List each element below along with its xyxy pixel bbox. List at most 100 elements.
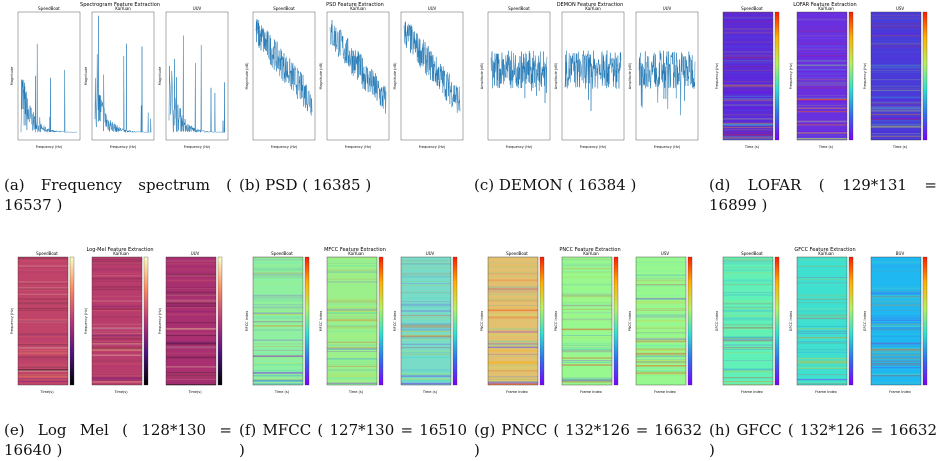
heatmap-stripe — [18, 303, 68, 304]
y-axis-label: Frequency (Hz) — [84, 307, 88, 334]
heatmap-stripe — [92, 327, 142, 329]
heatmap-stripe — [488, 350, 538, 352]
heatmap-stripe — [18, 288, 68, 290]
axes-frame — [487, 256, 539, 386]
heatmap-stripe — [636, 294, 686, 297]
heatmap-background — [723, 12, 773, 140]
heatmap-stripe — [562, 364, 612, 366]
heatmap-stripe — [723, 66, 773, 68]
heatmap-stripe — [488, 353, 538, 355]
heatmap-stripe — [797, 54, 847, 56]
heatmap-stripe — [723, 123, 773, 124]
heatmap-stripe — [166, 382, 216, 383]
heatmap-stripe — [797, 368, 847, 369]
heatmap-stripe — [797, 348, 847, 351]
heatmap-stripe — [166, 372, 216, 373]
heatmap-stripe — [327, 300, 377, 301]
heatmap-stripe — [797, 132, 847, 133]
heatmap-stripe — [723, 17, 773, 19]
heatmap-stripe — [18, 283, 68, 284]
heatmap-stripe — [488, 310, 538, 312]
heatmap-stripe — [871, 319, 921, 322]
heatmap-stripe — [871, 373, 921, 376]
heatmap-stripe — [797, 358, 847, 360]
heatmap-stripe — [488, 264, 538, 267]
heatmap-stripe — [327, 308, 377, 310]
heatmap-stripe — [327, 269, 377, 271]
axes-frame — [252, 256, 304, 386]
heatmap-stripe — [871, 117, 921, 120]
heatmap-stripe — [488, 381, 538, 384]
heatmap-stripe — [401, 338, 451, 340]
heatmap-stripe — [723, 306, 773, 308]
heatmap-stripe — [92, 365, 142, 367]
heatmap-stripe — [797, 45, 847, 48]
heatmap-stripe — [797, 35, 847, 37]
heatmap-stripe — [871, 351, 921, 353]
heatmap-stripe — [723, 13, 773, 15]
heatmap-stripe — [636, 327, 686, 329]
heatmap-stripe — [636, 340, 686, 343]
heatmap-stripe — [723, 98, 773, 101]
heatmap-stripe — [723, 333, 773, 335]
heatmap-stripe — [488, 320, 538, 321]
heatmap-stripe — [871, 27, 921, 29]
heatmap-background — [327, 257, 377, 385]
heatmap-stripe — [92, 349, 142, 351]
heatmap-stripe — [562, 356, 612, 358]
heatmap-stripe — [871, 71, 921, 73]
heatmap-stripe — [488, 330, 538, 333]
heatmap-stripe — [562, 312, 612, 314]
axes-frame — [17, 256, 69, 386]
heatmap-stripe — [166, 331, 216, 333]
heatmap-stripe — [636, 277, 686, 279]
heatmap-stripe — [166, 291, 216, 293]
heatmap-stripe — [166, 326, 216, 328]
heatmap-stripe — [488, 275, 538, 277]
heatmap-stripe — [723, 300, 773, 302]
heatmap-stripe — [723, 267, 773, 268]
colorbar — [378, 256, 384, 386]
heatmap-stripe — [871, 25, 921, 27]
heatmap-stripe — [871, 96, 921, 99]
heatmap-stripe — [871, 123, 921, 126]
subplot-title: SpeedBoat — [741, 251, 763, 256]
panel-title: GFCC Feature Extraction — [794, 247, 855, 253]
heatmap-stripe — [166, 305, 216, 307]
heatmap-stripe — [797, 72, 847, 74]
heatmap-stripe — [636, 281, 686, 283]
heatmap-stripe — [723, 60, 773, 62]
heatmap-stripe — [488, 331, 538, 333]
heatmap-stripe — [92, 258, 142, 261]
heatmap-stripe — [166, 273, 216, 276]
heatmap-stripe — [401, 276, 451, 278]
heatmap-stripe — [488, 309, 538, 311]
colorbar — [217, 256, 223, 386]
heatmap-stripe — [871, 120, 921, 122]
heatmap-stripe — [18, 374, 68, 376]
heatmap-stripe — [562, 262, 612, 265]
heatmap-stripe — [797, 328, 847, 330]
heatmap-stripe — [636, 275, 686, 277]
heatmap-stripe — [92, 277, 142, 280]
heatmap-stripe — [18, 320, 68, 322]
heatmap-stripe — [92, 354, 142, 356]
y-axis-label: Frequency (Hz) — [715, 62, 719, 89]
heatmap-stripe — [92, 355, 142, 356]
heatmap-stripe — [636, 270, 686, 272]
heatmap-stripe — [871, 292, 921, 295]
heatmap-stripe — [723, 283, 773, 286]
heatmap-stripe — [253, 268, 303, 271]
x-axis-label: Frequency (Hz) — [184, 145, 211, 149]
heatmap-stripe — [723, 329, 773, 331]
y-axis-label: PNCC Index — [480, 311, 484, 331]
heatmap-stripe — [253, 325, 303, 327]
heatmap-stripe — [253, 325, 303, 327]
heatmap-stripe — [797, 135, 847, 137]
heatmap-stripe — [92, 349, 142, 351]
heatmap-stripe — [723, 347, 773, 349]
heatmap-stripe — [871, 323, 921, 326]
heatmap-stripe — [253, 371, 303, 374]
heatmap-stripe — [18, 288, 68, 290]
heatmap-stripe — [401, 369, 451, 371]
